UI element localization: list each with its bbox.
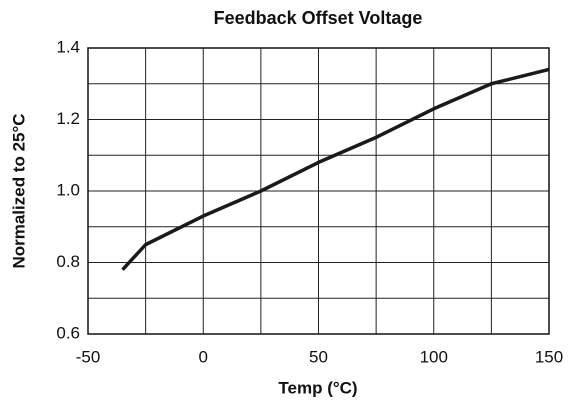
chart-title: Feedback Offset Voltage: [214, 8, 423, 28]
y-tick-label: 0.8: [56, 252, 80, 271]
data-line: [121, 67, 550, 271]
y-axis-label: Normalized to 25°C: [9, 113, 28, 268]
x-tick-label: 0: [199, 347, 208, 366]
x-tick-label: 100: [420, 347, 448, 366]
y-tick-label: 1.0: [56, 180, 80, 199]
x-axis-label: Temp (°C): [278, 378, 357, 397]
y-tick-label: 0.6: [56, 323, 80, 342]
x-tick-label: 150: [535, 347, 563, 366]
x-tick-label: 50: [309, 347, 328, 366]
plot-frame: [87, 47, 550, 335]
y-tick-label: 1.4: [56, 37, 80, 56]
x-tick-label: -50: [76, 347, 101, 366]
y-tick-label: 1.2: [56, 109, 80, 128]
